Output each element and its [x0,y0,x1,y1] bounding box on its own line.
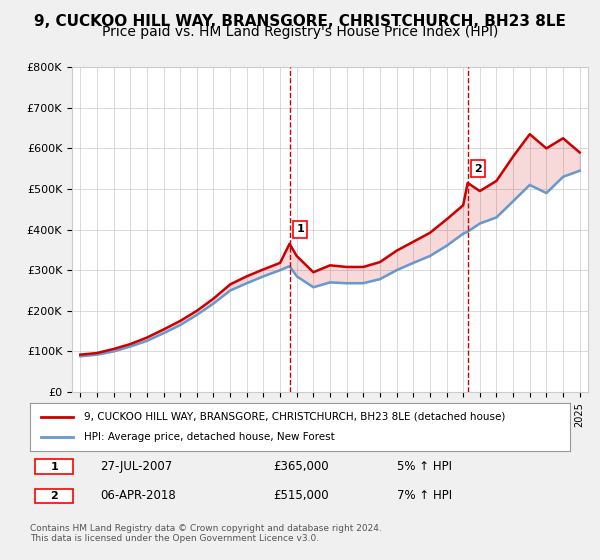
Text: Price paid vs. HM Land Registry's House Price Index (HPI): Price paid vs. HM Land Registry's House … [102,25,498,39]
FancyBboxPatch shape [35,489,73,503]
FancyBboxPatch shape [35,459,73,474]
Text: 1: 1 [50,461,58,472]
Text: £365,000: £365,000 [273,460,329,473]
Text: 7% ↑ HPI: 7% ↑ HPI [397,489,452,502]
Text: £515,000: £515,000 [273,489,329,502]
Text: 06-APR-2018: 06-APR-2018 [100,489,176,502]
Text: 2: 2 [475,164,482,174]
Text: 9, CUCKOO HILL WAY, BRANSGORE, CHRISTCHURCH, BH23 8LE: 9, CUCKOO HILL WAY, BRANSGORE, CHRISTCHU… [34,14,566,29]
Text: 9, CUCKOO HILL WAY, BRANSGORE, CHRISTCHURCH, BH23 8LE (detached house): 9, CUCKOO HILL WAY, BRANSGORE, CHRISTCHU… [84,412,505,422]
Text: 1: 1 [296,225,304,235]
Text: 2: 2 [50,491,58,501]
Text: 5% ↑ HPI: 5% ↑ HPI [397,460,452,473]
Text: Contains HM Land Registry data © Crown copyright and database right 2024.
This d: Contains HM Land Registry data © Crown c… [30,524,382,543]
Text: HPI: Average price, detached house, New Forest: HPI: Average price, detached house, New … [84,432,335,442]
Text: 27-JUL-2007: 27-JUL-2007 [100,460,172,473]
